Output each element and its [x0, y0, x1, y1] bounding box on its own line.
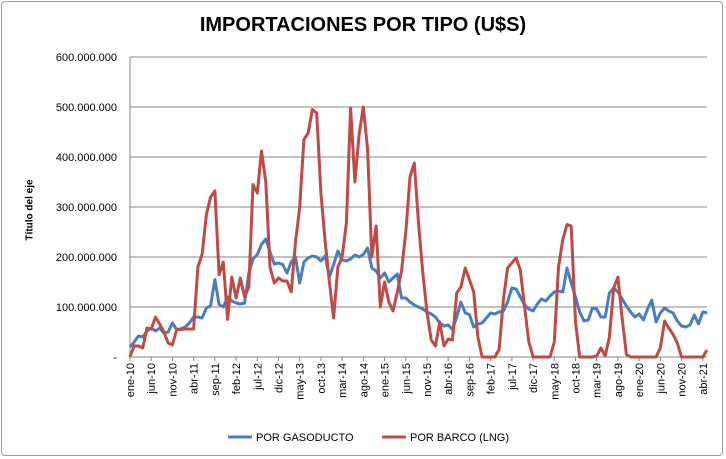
y-tick-label: 300.000.000	[56, 202, 117, 214]
chart-title: IMPORTACIONES POR TIPO (U$S)	[199, 14, 527, 36]
x-tick-label: ene-20	[634, 363, 646, 397]
y-tick-label: 200.000.000	[56, 252, 117, 264]
y-tick-label: 100.000.000	[56, 302, 117, 314]
x-tick-label: ene-10	[125, 363, 137, 397]
x-tick-label: jul-12	[252, 363, 264, 391]
y-tick-label: 400.000.000	[56, 152, 117, 164]
x-tick-label: sep-16	[464, 363, 476, 397]
x-tick-label: nov-10	[167, 363, 179, 397]
x-tick-label: mar-19	[592, 363, 604, 398]
x-tick-label: oct-18	[570, 363, 582, 394]
x-tick-label: abr-11	[189, 363, 201, 394]
x-tick-label: may-18	[549, 363, 561, 400]
x-tick-label: jun-20	[655, 363, 667, 395]
x-tick-label: jul-17	[507, 363, 519, 391]
x-tick-label: may-13	[295, 363, 307, 400]
x-tick-label: feb-12	[231, 363, 243, 394]
y-tick-label: 500.000.000	[56, 102, 117, 114]
x-tick-label: abr-16	[443, 363, 455, 395]
x-tick-label: jun-10	[146, 363, 158, 395]
x-tick-label: dic-12	[273, 363, 285, 393]
series-line-barco-lng	[128, 105, 709, 359]
x-tick-label: ene-15	[380, 363, 392, 397]
y-tick-label: -	[113, 352, 117, 364]
x-tick-label: jun-15	[401, 363, 413, 395]
x-tick-label: ago-19	[613, 363, 625, 397]
x-tick-label: mar-14	[337, 363, 349, 398]
x-tick-label: nov-20	[677, 363, 689, 397]
y-tick-label: 600.000.000	[56, 52, 117, 64]
x-tick-label: sep-11	[210, 363, 222, 396]
x-tick-label: ago-14	[358, 363, 370, 397]
legend-label: POR GASODUCTO	[256, 432, 354, 444]
x-tick-label: abr-21	[698, 363, 710, 395]
x-tick-label: dic-17	[528, 363, 540, 393]
x-tick-label: nov-15	[422, 363, 434, 397]
legend-label: POR BARCO (LNG)	[410, 432, 509, 444]
x-tick-label: feb-17	[486, 363, 498, 394]
x-tick-label: oct-13	[316, 363, 328, 394]
